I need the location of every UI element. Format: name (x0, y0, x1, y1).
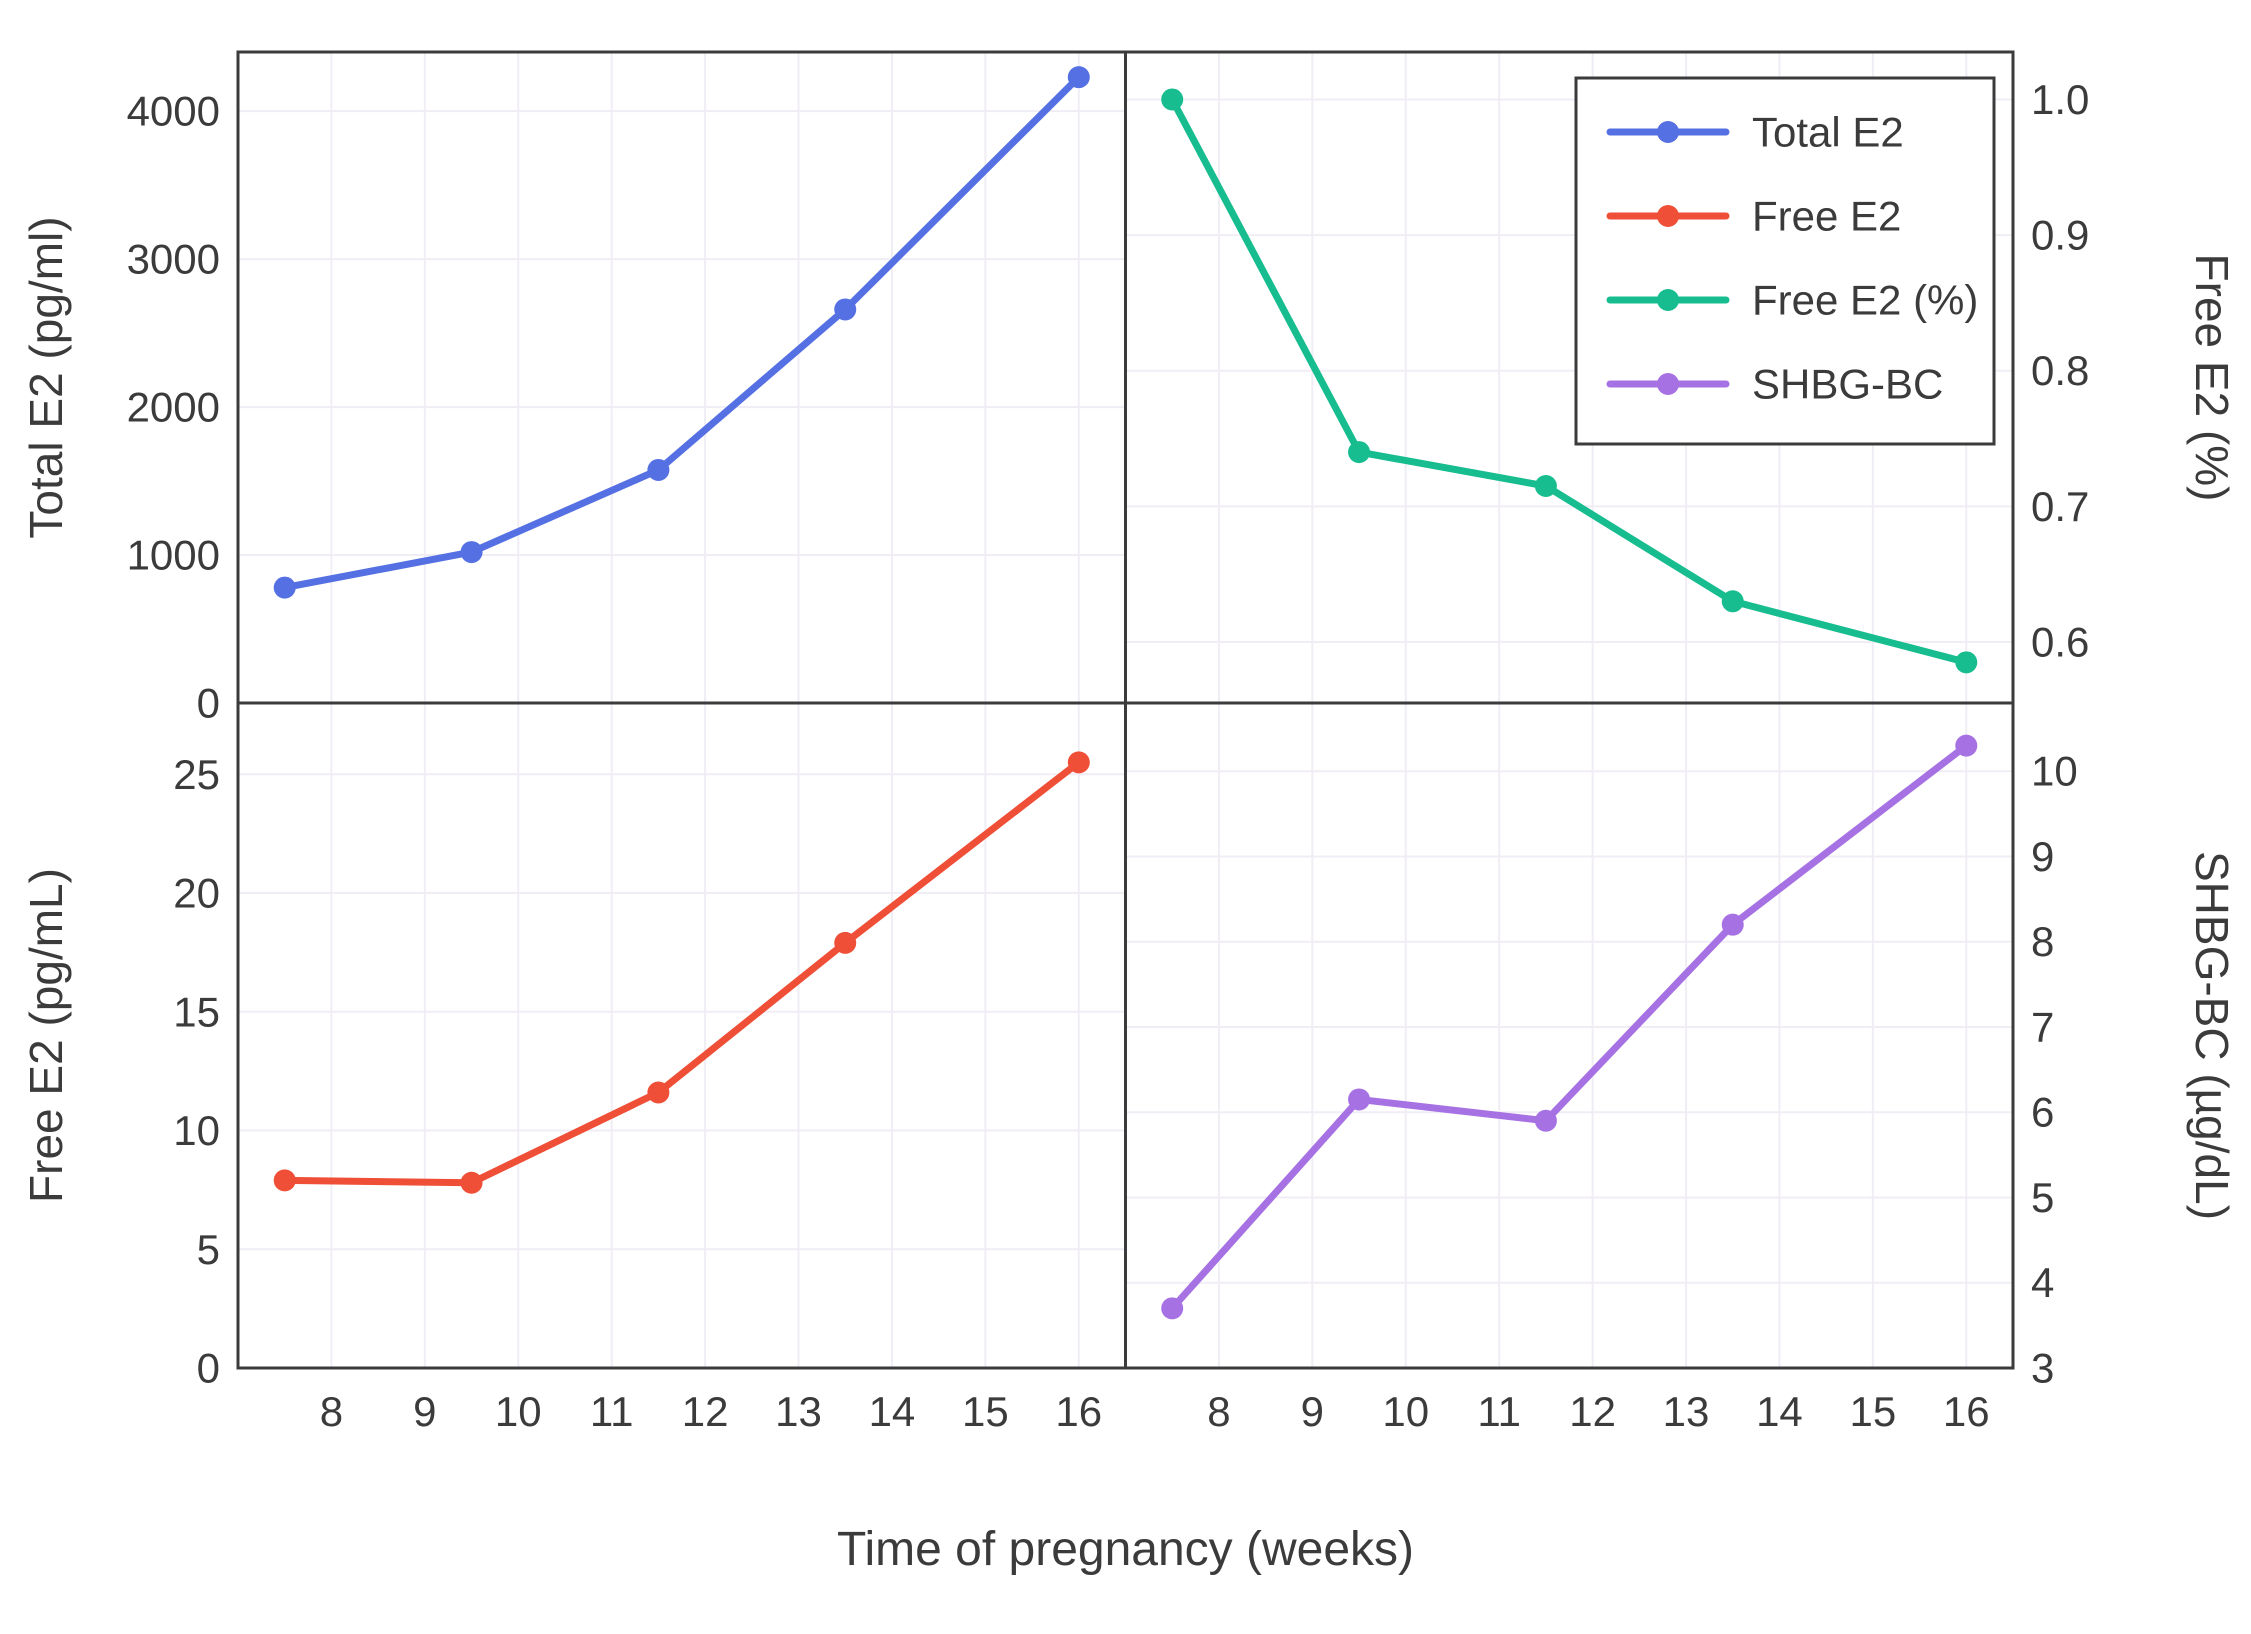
data-point-free-e2 (460, 1171, 483, 1194)
y-tick-label: 4 (2031, 1259, 2054, 1306)
y-tick-label: 5 (2031, 1174, 2054, 1221)
y-tick-label: 9 (2031, 833, 2054, 880)
y-tick-label: 4000 (127, 88, 220, 135)
x-tick-label: 13 (1663, 1388, 1710, 1435)
data-point-free-e2-pct (1348, 441, 1371, 464)
data-point-shbg-bc (1348, 1088, 1371, 1111)
data-point-free-e2 (273, 1169, 296, 1192)
y-tick-label: 3 (2031, 1345, 2054, 1392)
x-tick-label: 12 (1569, 1388, 1616, 1435)
x-tick-label: 13 (775, 1388, 822, 1435)
y-tick-label: 0.7 (2031, 483, 2089, 530)
x-tick-label: 10 (1382, 1388, 1429, 1435)
y-axis-title-total-e2: Total E2 (pg/ml) (20, 216, 72, 538)
data-point-shbg-bc (1161, 1297, 1184, 1320)
legend-marker (1657, 289, 1679, 311)
y-tick-label: 7 (2031, 1003, 2054, 1050)
data-point-shbg-bc (1721, 913, 1744, 936)
data-point-free-e2-pct (1161, 88, 1184, 111)
y-tick-label: 1.0 (2031, 76, 2089, 123)
data-point-free-e2-pct (1955, 651, 1978, 674)
legend: Total E2 Free E2 Free E2 (%) SHBG-BC (1574, 76, 1996, 446)
y-tick-label: 0 (197, 680, 220, 727)
y-tick-label: 10 (173, 1107, 220, 1154)
y-tick-label: 0.9 (2031, 212, 2089, 259)
legend-label: Total E2 (1752, 109, 1904, 156)
data-point-free-e2-pct (1534, 475, 1557, 497)
x-tick-label: 14 (869, 1388, 916, 1435)
data-point-free-e2 (1067, 751, 1090, 774)
panel-border (1124, 701, 2015, 1370)
y-tick-label: 10 (2031, 748, 2078, 795)
x-tick-label: 12 (682, 1388, 729, 1435)
x-tick-label: 8 (320, 1388, 343, 1435)
plot-area (238, 52, 1126, 703)
x-tick-label: 14 (1756, 1388, 1803, 1435)
legend-marker (1657, 121, 1679, 143)
legend-marker (1657, 373, 1679, 395)
x-tick-label: 15 (1850, 1388, 1897, 1435)
panel-shbg-bc: 3 4 5 6 7 8 9 10 SHBG-BC (µg/dL) (1124, 701, 2238, 1392)
data-point-total-e2 (834, 298, 857, 321)
panel-free-e2: 0 5 10 15 20 25 Free E2 (pg/mL) (20, 701, 1127, 1392)
y-tick-label: 15 (173, 988, 220, 1035)
y-tick-label: 8 (2031, 918, 2054, 965)
data-point-free-e2-pct (1721, 590, 1744, 613)
y-tick-label: 20 (173, 870, 220, 917)
y-axis-title-free-e2-pct: Free E2 (%) (2186, 254, 2238, 502)
legend-label: Free E2 (1752, 193, 1901, 240)
data-point-total-e2 (460, 541, 483, 564)
panel-total-e2: 0 1000 2000 3000 4000 Total E2 (pg/ml) (20, 50, 1127, 727)
y-tick-label: 6 (2031, 1089, 2054, 1136)
data-point-total-e2 (273, 576, 296, 599)
x-tick-label: 9 (413, 1388, 436, 1435)
x-tick-label: 11 (1477, 1388, 1521, 1435)
y-tick-label: 0.6 (2031, 618, 2089, 665)
y-axis-title-shbg-bc: SHBG-BC (µg/dL) (2186, 851, 2238, 1220)
x-tick-label: 10 (495, 1388, 542, 1435)
y-tick-label: 3000 (127, 236, 220, 283)
x-axis-title: Time of pregnancy (weeks) (837, 1523, 1414, 1576)
y-tick-label: 0 (197, 1345, 220, 1392)
plot-area (238, 703, 1126, 1368)
x-tick-label: 9 (1301, 1388, 1324, 1435)
data-point-total-e2 (647, 458, 670, 481)
data-point-shbg-bc (1955, 734, 1978, 757)
data-point-total-e2 (1067, 66, 1090, 89)
y-axis-title-free-e2: Free E2 (pg/mL) (20, 868, 72, 1203)
y-tick-label: 2000 (127, 384, 220, 431)
y-tick-label: 0.8 (2031, 347, 2089, 394)
legend-label: Free E2 (%) (1752, 277, 1978, 324)
legend-label: SHBG-BC (1752, 361, 1943, 408)
y-tick-label: 5 (197, 1226, 220, 1273)
data-point-free-e2 (834, 931, 857, 954)
x-tick-label: 16 (1943, 1388, 1990, 1435)
x-tick-label: 8 (1207, 1388, 1230, 1435)
legend-marker (1657, 205, 1679, 227)
x-tick-label: 11 (590, 1388, 634, 1435)
data-point-free-e2 (647, 1081, 670, 1104)
x-tick-label: 15 (962, 1388, 1009, 1435)
data-point-shbg-bc (1534, 1109, 1557, 1132)
y-tick-label: 1000 (127, 532, 220, 579)
x-tick-label: 16 (1055, 1388, 1102, 1435)
plot-area (1125, 703, 2013, 1368)
y-tick-label: 25 (173, 751, 220, 798)
